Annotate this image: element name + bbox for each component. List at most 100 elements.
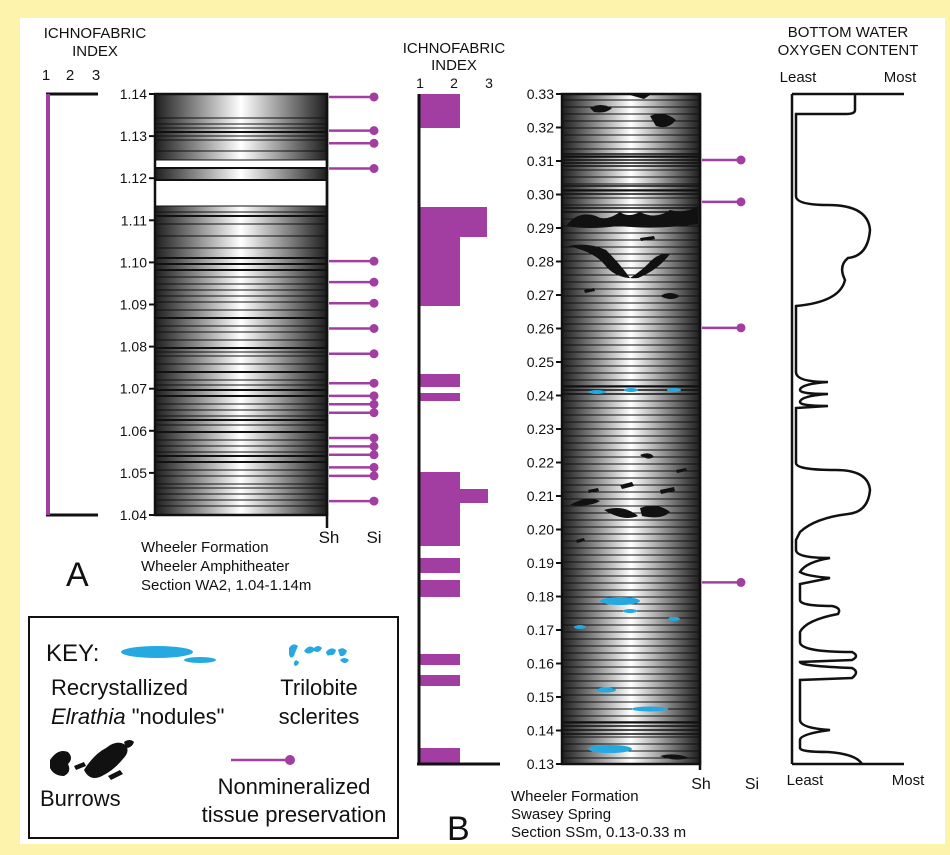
panel-a-depth-tick-label: 1.08 bbox=[120, 339, 147, 355]
tissue-marker-dot bbox=[369, 349, 379, 359]
panel-b-index-tick: 3 bbox=[485, 75, 493, 91]
panel-a-depth-tick-label: 1.05 bbox=[120, 465, 147, 481]
panel-b-depth-tick-label: 0.30 bbox=[527, 187, 554, 203]
panel-a-siltstone-bed bbox=[155, 180, 327, 206]
panel-a-index-tick: 3 bbox=[92, 67, 100, 84]
panel-b-depth-tick-label: 0.32 bbox=[527, 120, 554, 136]
tissue-marker-dot bbox=[369, 92, 379, 102]
tissue-marker-dot bbox=[369, 277, 379, 287]
key-title: KEY: bbox=[46, 640, 99, 667]
oxygen-bottom-most: Most bbox=[892, 772, 925, 789]
tissue-marker-dot bbox=[736, 323, 746, 333]
panel-a-index-tick: 1 bbox=[42, 67, 50, 84]
panel-b-ichnofabric-bars bbox=[419, 94, 488, 764]
panel-a-depth-tick-label: 1.09 bbox=[120, 297, 147, 313]
oxygen-curve bbox=[794, 94, 872, 765]
tissue-marker-dot bbox=[369, 138, 379, 148]
nodule-symbol bbox=[121, 646, 216, 663]
panel-b-si-label: Si bbox=[745, 776, 759, 793]
key-tissue-line2: tissue preservation bbox=[202, 802, 387, 827]
panel-b-depth-tick-label: 0.15 bbox=[527, 689, 554, 705]
panel-b-depth-tick-label: 0.21 bbox=[527, 488, 554, 504]
tissue-marker-dot bbox=[369, 391, 379, 401]
panel-a-depth-tick-label: 1.14 bbox=[120, 86, 147, 102]
panel-a-index-tick: 2 bbox=[66, 67, 74, 84]
panel-b-depth-tick-label: 0.26 bbox=[527, 321, 554, 337]
tissue-marker-dot bbox=[369, 399, 379, 409]
oxygen-bottom-least: Least bbox=[787, 772, 825, 789]
panel-a-depth-tick-label: 1.11 bbox=[121, 212, 147, 228]
panel-a-depth-tick-label: 1.10 bbox=[120, 254, 147, 270]
burrow-symbol bbox=[50, 740, 134, 780]
key-frame bbox=[28, 616, 399, 839]
panel-b-depth-tick-label: 0.33 bbox=[527, 86, 554, 102]
oxygen-title-2: OXYGEN CONTENT bbox=[778, 42, 919, 59]
panel-b-ichnofabric-title-2: INDEX bbox=[431, 57, 477, 74]
panel-b: ICHNOFABRIC INDEX 1 2 3 bbox=[403, 40, 759, 848]
panel-b-depth-tick-label: 0.16 bbox=[527, 656, 554, 672]
tissue-marker-dot bbox=[369, 462, 379, 472]
panel-a-caption-3: Section WA2, 1.04-1.14m bbox=[141, 577, 311, 594]
oxygen-top-most: Most bbox=[884, 69, 917, 86]
oxygen-panel: BOTTOM WATER OXYGEN CONTENT Least Most L… bbox=[778, 24, 926, 789]
key-nodules-line1: Recrystallized bbox=[51, 675, 188, 700]
tissue-marker-dot bbox=[736, 155, 746, 165]
panel-a-depth-tick-label: 1.13 bbox=[120, 128, 147, 144]
oxygen-title-1: BOTTOM WATER bbox=[788, 24, 909, 41]
tissue-marker-dot bbox=[369, 298, 379, 308]
tissue-marker-dot bbox=[369, 408, 379, 418]
tissue-marker-dot bbox=[736, 197, 746, 207]
panel-a-letter: A bbox=[66, 556, 89, 594]
tissue-symbol bbox=[231, 755, 295, 765]
panel-a-sh-label: Sh bbox=[319, 528, 340, 547]
panel-b-laminae bbox=[562, 99, 700, 759]
panel-a-ichnofabric-title-1: ICHNOFABRIC bbox=[44, 25, 147, 42]
panel-b-depth-tick-label: 0.23 bbox=[527, 421, 554, 437]
panel-b-depth-tick-label: 0.29 bbox=[527, 220, 554, 236]
panel-b-ichnofabric-title-1: ICHNOFABRIC bbox=[403, 40, 506, 57]
panel-b-depth-tick-label: 0.17 bbox=[527, 622, 554, 638]
panel-b-letter: B bbox=[447, 810, 470, 848]
panel-a-depth-tick-label: 1.04 bbox=[120, 507, 147, 523]
panel-b-index-tick: 2 bbox=[450, 75, 458, 91]
tissue-marker-dot bbox=[369, 496, 379, 506]
tissue-marker-dot bbox=[369, 323, 379, 333]
key-box: KEY: Recrystallized Elrathia "nodules" T… bbox=[28, 616, 399, 839]
panel-b-depth-tick-label: 0.28 bbox=[527, 254, 554, 270]
panel-a-tissue-markers bbox=[329, 92, 379, 506]
key-nodules-line2: Elrathia "nodules" bbox=[51, 704, 224, 729]
panel-b-depth-tick-label: 0.19 bbox=[527, 555, 554, 571]
oxygen-top-least: Least bbox=[780, 69, 818, 86]
panel-b-depth-tick-label: 0.14 bbox=[527, 723, 554, 739]
tissue-marker-dot bbox=[369, 164, 379, 174]
key-nodules-word: "nodules" bbox=[126, 704, 225, 729]
panel-a-depth-ticks: 1.14 1.13 1.12 1.11 1.10 1.09 1.08 1.07 1.06 1.05… bbox=[120, 86, 155, 523]
key-tissue-line1: Nonmineralized bbox=[218, 774, 371, 799]
panel-a-caption-2: Wheeler Amphitheater bbox=[141, 558, 289, 575]
trilobite-symbol bbox=[289, 644, 349, 666]
panel-b-tissue-markers bbox=[702, 155, 746, 587]
panel-b-caption-3: Section SSm, 0.13-0.33 m bbox=[511, 824, 686, 841]
key-nodules-genus: Elrathia bbox=[51, 704, 126, 729]
panel-b-depth-tick-label: 0.18 bbox=[527, 589, 554, 605]
panel-a-lithology-column bbox=[155, 94, 327, 515]
panel-b-burrows bbox=[566, 95, 698, 760]
tissue-marker-dot bbox=[369, 450, 379, 460]
panel-a-depth-tick-label: 1.12 bbox=[120, 170, 147, 186]
tissue-marker-dot bbox=[369, 126, 379, 136]
panel-a-depth-tick-label: 1.06 bbox=[120, 423, 147, 439]
panel-b-depth-tick-label: 0.24 bbox=[527, 388, 554, 404]
panel-b-caption-1: Wheeler Formation bbox=[511, 788, 639, 805]
key-burrows: Burrows bbox=[40, 786, 121, 811]
key-trilobite-line1: Trilobite bbox=[280, 675, 357, 700]
panel-b-depth-tick-label: 0.25 bbox=[527, 354, 554, 370]
panel-b-index-tick: 1 bbox=[416, 75, 424, 91]
panel-b-depth-tick-label: 0.22 bbox=[527, 455, 554, 471]
panel-b-depth-tick-label: 0.27 bbox=[527, 287, 554, 303]
tissue-marker-dot bbox=[369, 471, 379, 481]
panel-b-depth-tick-label: 0.13 bbox=[527, 756, 554, 772]
